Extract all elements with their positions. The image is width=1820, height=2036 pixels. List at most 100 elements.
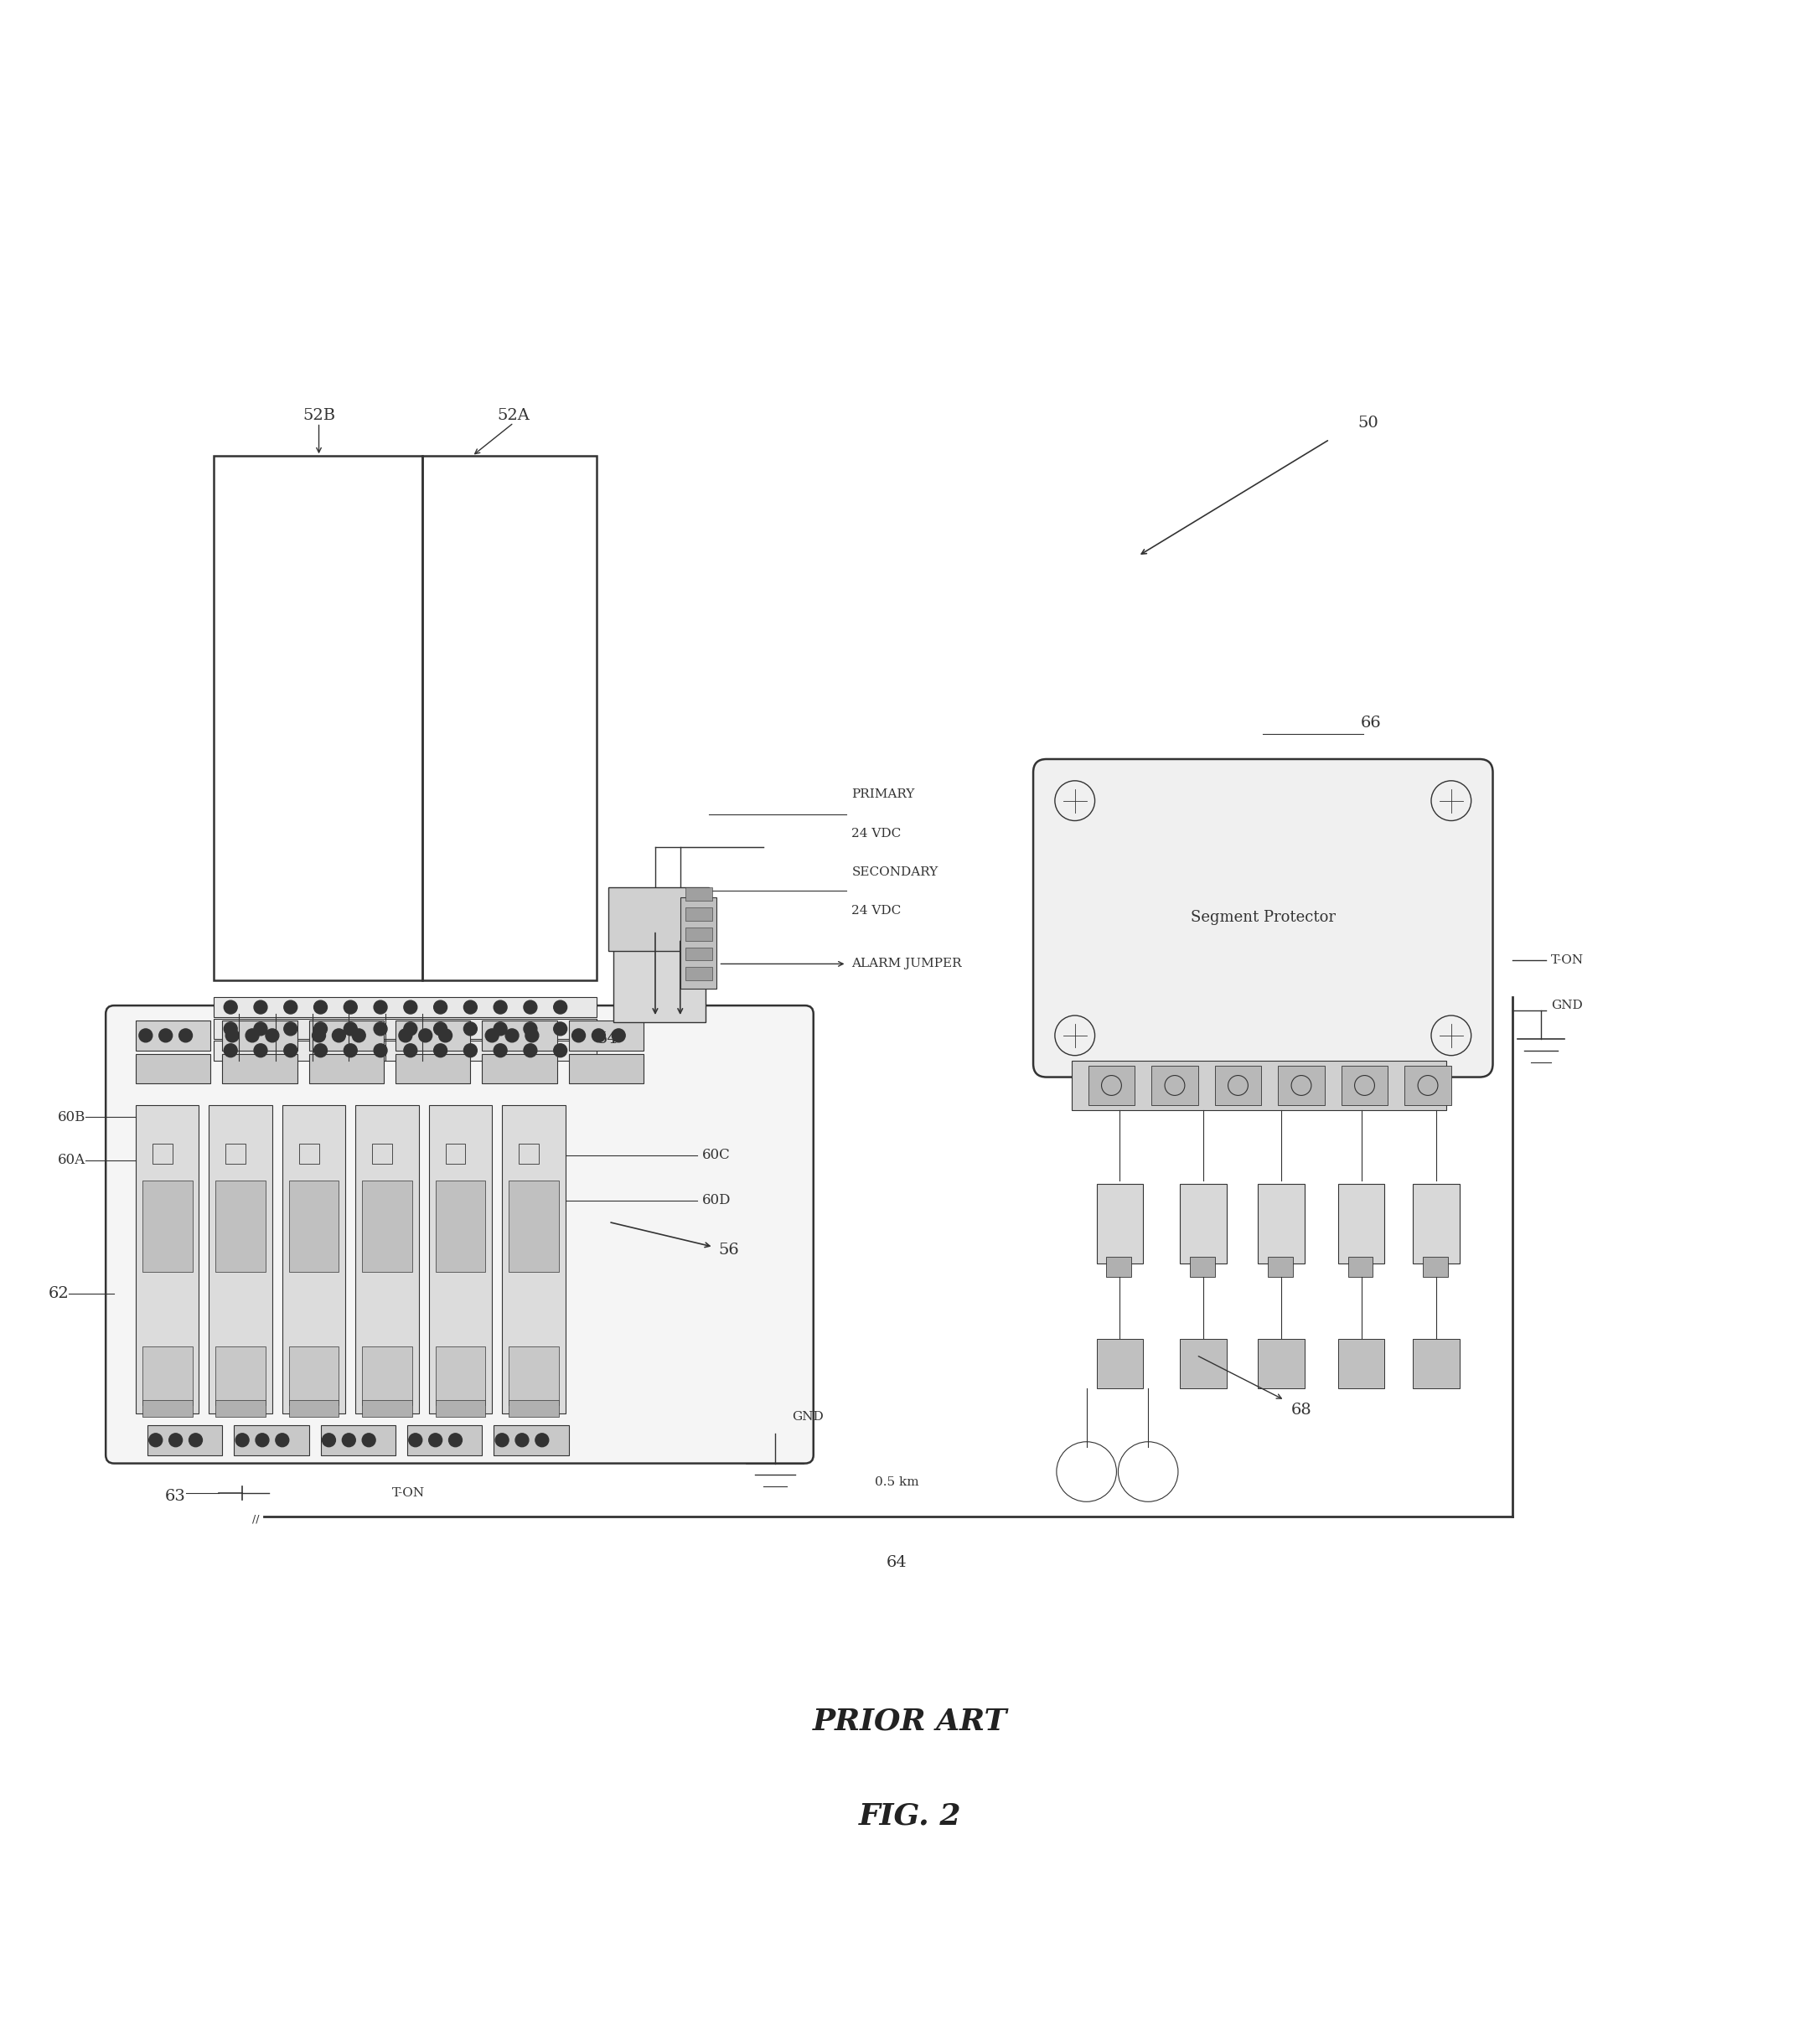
Bar: [568, 1020, 644, 1051]
Bar: [684, 908, 712, 920]
Circle shape: [515, 1433, 528, 1448]
Text: T-ON: T-ON: [391, 1488, 424, 1498]
Bar: [482, 1055, 557, 1083]
Circle shape: [284, 1000, 297, 1014]
Circle shape: [322, 1433, 335, 1448]
Text: Segment Protector: Segment Protector: [1190, 910, 1336, 924]
Circle shape: [399, 1028, 411, 1042]
Bar: [136, 1055, 211, 1083]
Circle shape: [255, 1000, 268, 1014]
Bar: [153, 1144, 173, 1165]
Circle shape: [506, 1028, 519, 1042]
Circle shape: [255, 1044, 268, 1057]
Bar: [613, 947, 704, 1022]
Bar: [1096, 1183, 1143, 1264]
Text: 63: 63: [166, 1488, 186, 1505]
Bar: [493, 1425, 568, 1456]
Text: 54: 54: [597, 1032, 617, 1047]
Circle shape: [524, 1000, 537, 1014]
Circle shape: [255, 1022, 268, 1036]
Bar: [142, 1401, 193, 1417]
Bar: [371, 1144, 391, 1165]
Circle shape: [524, 1044, 537, 1057]
Bar: [289, 1181, 339, 1272]
Circle shape: [373, 1044, 388, 1057]
Circle shape: [571, 1028, 586, 1042]
Text: 66: 66: [1361, 717, 1381, 731]
Bar: [568, 1055, 644, 1083]
Bar: [320, 1425, 395, 1456]
Circle shape: [464, 1022, 477, 1036]
Bar: [1214, 1065, 1261, 1106]
Circle shape: [464, 1044, 477, 1057]
Circle shape: [353, 1028, 366, 1042]
Text: //: //: [251, 1513, 258, 1525]
Bar: [209, 1106, 273, 1413]
Bar: [510, 1181, 559, 1272]
Bar: [684, 967, 712, 981]
Bar: [519, 1144, 539, 1165]
Bar: [1269, 1256, 1292, 1277]
Circle shape: [553, 1000, 568, 1014]
Bar: [1096, 1338, 1143, 1389]
Bar: [1179, 1183, 1227, 1264]
Circle shape: [464, 1000, 477, 1014]
Circle shape: [526, 1028, 539, 1042]
Bar: [684, 926, 712, 941]
Text: 56: 56: [719, 1242, 739, 1258]
Bar: [215, 1401, 266, 1417]
Bar: [681, 898, 717, 989]
Circle shape: [373, 1022, 388, 1036]
Bar: [309, 1055, 384, 1083]
Bar: [1152, 1065, 1198, 1106]
Bar: [136, 1020, 211, 1051]
Bar: [1088, 1065, 1136, 1106]
Circle shape: [235, 1433, 249, 1448]
Bar: [1338, 1183, 1385, 1264]
Circle shape: [553, 1022, 568, 1036]
Text: T-ON: T-ON: [1551, 955, 1583, 967]
Bar: [684, 947, 712, 961]
Circle shape: [404, 1022, 417, 1036]
Text: 60D: 60D: [703, 1193, 732, 1207]
Bar: [1405, 1065, 1451, 1106]
Bar: [215, 1018, 597, 1038]
Circle shape: [149, 1433, 162, 1448]
Circle shape: [189, 1433, 202, 1448]
Bar: [395, 1055, 470, 1083]
Circle shape: [246, 1028, 258, 1042]
Circle shape: [493, 1000, 508, 1014]
Bar: [1349, 1256, 1372, 1277]
Bar: [282, 1106, 346, 1413]
Bar: [608, 888, 708, 951]
Bar: [435, 1401, 486, 1417]
Bar: [446, 1144, 466, 1165]
Circle shape: [333, 1028, 346, 1042]
Bar: [435, 1348, 486, 1405]
Bar: [422, 456, 597, 981]
Bar: [362, 1181, 411, 1272]
Bar: [482, 1020, 557, 1051]
Circle shape: [255, 1433, 269, 1448]
Circle shape: [344, 1044, 357, 1057]
Bar: [215, 1348, 266, 1405]
Text: 60B: 60B: [58, 1110, 86, 1124]
Circle shape: [524, 1022, 537, 1036]
Circle shape: [266, 1028, 278, 1042]
Text: 0.5 km: 0.5 km: [875, 1476, 919, 1488]
Text: 24 VDC: 24 VDC: [852, 904, 901, 916]
Bar: [298, 1144, 318, 1165]
Bar: [1423, 1256, 1449, 1277]
Bar: [1338, 1338, 1385, 1389]
Text: PRIOR ART: PRIOR ART: [814, 1708, 1006, 1737]
Text: 52A: 52A: [497, 407, 530, 423]
Circle shape: [226, 1028, 238, 1042]
Circle shape: [138, 1028, 153, 1042]
Bar: [215, 1181, 266, 1272]
Circle shape: [224, 1000, 237, 1014]
Text: 60C: 60C: [703, 1148, 730, 1163]
Circle shape: [404, 1000, 417, 1014]
Circle shape: [284, 1022, 297, 1036]
Text: PRIMARY: PRIMARY: [852, 788, 915, 800]
Bar: [502, 1106, 566, 1413]
